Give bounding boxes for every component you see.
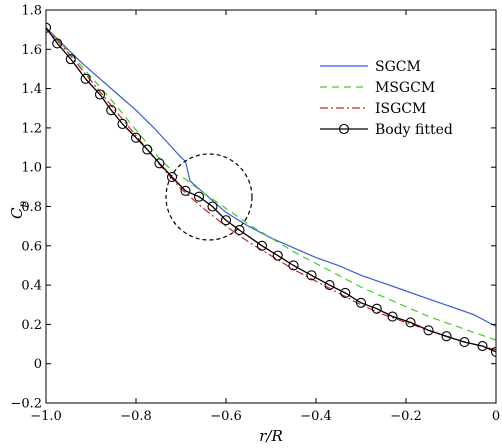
x-tick-label: 0 xyxy=(492,409,500,424)
legend-label-body-fitted: Body fitted xyxy=(375,122,453,138)
data-point-body-fitted xyxy=(207,201,218,212)
data-point-body-fitted xyxy=(272,250,283,261)
data-point-body-fitted xyxy=(306,270,317,281)
data-point-body-fitted xyxy=(106,105,117,116)
data-point-body-fitted xyxy=(142,144,153,155)
series-line-msgcm xyxy=(46,27,496,341)
x-tick-label: −0.6 xyxy=(210,409,242,424)
data-point-body-fitted xyxy=(490,346,496,357)
data-point-body-fitted xyxy=(46,22,52,33)
data-point-body-fitted xyxy=(193,191,205,202)
legend-label-msgcm: MSGCM xyxy=(375,80,435,96)
legend: SGCM MSGCM ISGCM Body fitted xyxy=(320,59,453,138)
y-tick-label: 0 xyxy=(34,357,42,372)
data-point-body-fitted xyxy=(405,317,416,328)
y-axis-label-main: C xyxy=(8,207,26,219)
data-point-body-fitted xyxy=(234,225,245,236)
y-tick-label: 1.4 xyxy=(21,82,42,97)
data-point-body-fitted xyxy=(441,331,452,342)
data-point-body-fitted xyxy=(94,89,106,100)
data-point-body-fitted xyxy=(340,287,351,299)
legend-label-sgcm: SGCM xyxy=(375,59,421,75)
data-point-body-fitted xyxy=(256,240,268,251)
x-tick-label: −0.2 xyxy=(390,409,422,424)
y-tick-label: −0.2 xyxy=(10,397,42,412)
data-point-body-fitted xyxy=(154,158,165,169)
series-line-isgcm xyxy=(46,27,496,351)
y-tick-label: 0.2 xyxy=(21,318,42,333)
series-line-sgcm xyxy=(46,27,496,327)
y-tick-label: 1.8 xyxy=(21,4,42,19)
highlight-circle-annotation xyxy=(165,153,253,241)
data-point-body-fitted xyxy=(220,215,232,226)
x-tick-label: −0.8 xyxy=(120,409,152,424)
data-point-body-fitted xyxy=(65,54,76,65)
series-layer xyxy=(46,22,496,357)
y-axis-label: Cp xyxy=(8,200,29,218)
data-point-body-fitted xyxy=(52,38,63,49)
data-point-body-fitted xyxy=(459,337,470,348)
data-point-body-fitted xyxy=(477,340,488,352)
y-axis-label-subscript: p xyxy=(18,200,29,207)
data-point-body-fitted xyxy=(166,171,178,183)
x-tick-label: −0.4 xyxy=(300,409,332,424)
y-tick-label: 1.2 xyxy=(21,121,42,136)
y-tick-label: 0.8 xyxy=(21,200,42,215)
data-point-body-fitted xyxy=(387,311,398,322)
ticks-layer: −1.0 −0.8 −0.6 −0.4 −0.2 0 −0.2 0 0.2 0.4 0.6 0.8 1.… xyxy=(10,4,500,425)
legend-label-isgcm: ISGCM xyxy=(375,101,426,117)
data-point-body-fitted xyxy=(130,132,142,143)
y-tick-label: 0.4 xyxy=(21,279,42,294)
y-tick-label: 1.6 xyxy=(21,43,42,58)
data-point-body-fitted xyxy=(324,280,335,291)
y-tick-label: 1.0 xyxy=(21,161,42,176)
legend-marker-body-fitted xyxy=(338,123,350,135)
data-point-body-fitted xyxy=(180,185,191,196)
data-point-body-fitted xyxy=(288,260,299,271)
data-point-body-fitted xyxy=(423,325,434,336)
data-point-body-fitted xyxy=(371,303,382,314)
x-tick-label: −1.0 xyxy=(30,409,62,424)
data-point-body-fitted xyxy=(80,73,91,84)
plot-frame xyxy=(45,9,497,404)
x-axis-label: r/R xyxy=(259,427,283,445)
data-point-body-fitted xyxy=(117,118,128,130)
data-point-body-fitted xyxy=(355,297,367,308)
series-line-body-fitted xyxy=(46,27,496,353)
y-tick-label: 0.6 xyxy=(21,239,42,254)
